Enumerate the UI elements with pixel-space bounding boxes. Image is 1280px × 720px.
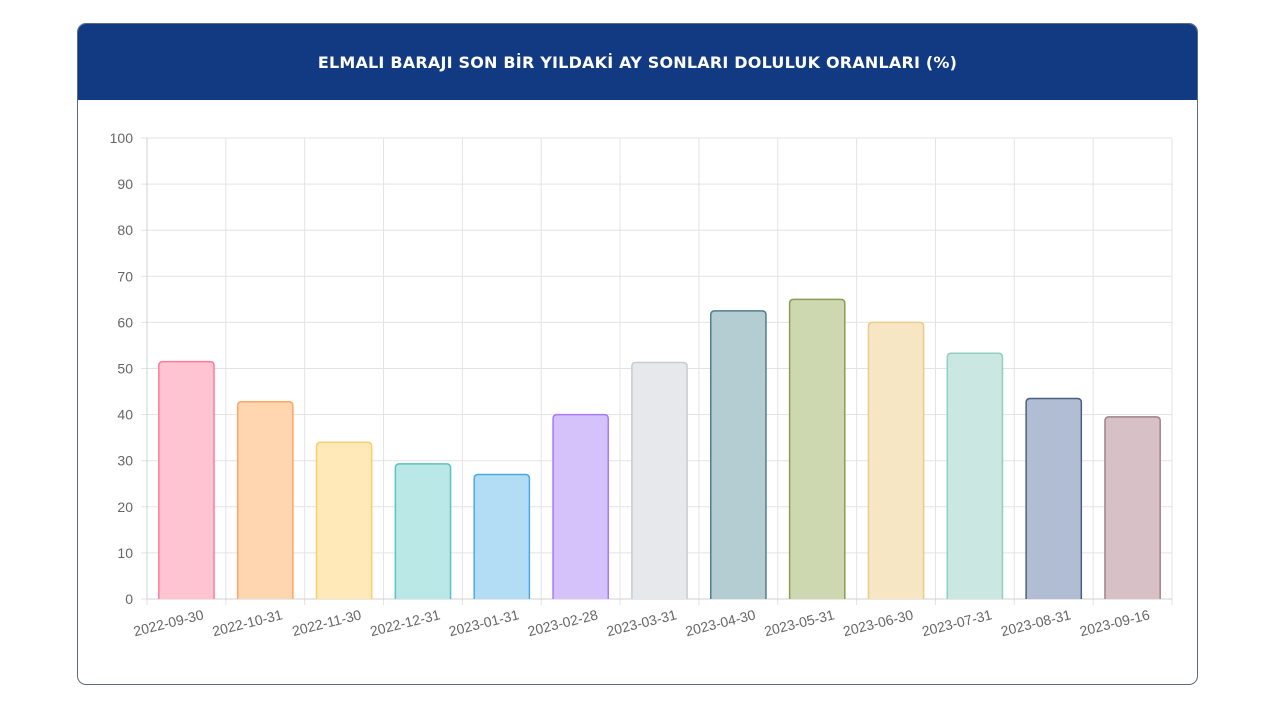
- y-tick-label: 20: [117, 499, 133, 515]
- y-tick-label: 100: [110, 130, 134, 146]
- bar-2023-03-31: [631, 361, 688, 599]
- x-tick-label: 2023-07-31: [920, 606, 994, 639]
- y-tick-label: 60: [117, 314, 133, 330]
- y-tick-label: 10: [117, 545, 133, 561]
- bar-2023-09-16: [1104, 416, 1161, 599]
- y-tick-label: 80: [117, 222, 133, 238]
- bar-2022-09-30: [158, 360, 215, 599]
- bar-2022-11-30: [315, 441, 373, 599]
- y-tick-label: 40: [117, 407, 133, 423]
- bar-2023-04-30: [710, 310, 767, 599]
- x-tick-label: 2023-09-16: [1078, 606, 1152, 639]
- bar-2023-07-31: [946, 352, 1004, 599]
- bar-2022-12-31: [394, 463, 452, 599]
- y-tick-label: 70: [117, 268, 133, 284]
- x-tick-label: 2023-06-30: [841, 606, 915, 639]
- y-tick-label: 30: [117, 453, 133, 469]
- chart-header: ELMALI BARAJI SON BİR YILDAKİ AY SONLARI…: [78, 24, 1197, 100]
- bar-2023-01-31: [473, 473, 531, 599]
- chart-title: ELMALI BARAJI SON BİR YILDAKİ AY SONLARI…: [317, 52, 958, 72]
- x-tick-label: 2023-08-31: [999, 606, 1073, 639]
- bar-2023-02-28: [552, 413, 609, 599]
- x-tick-label: 2022-09-30: [132, 606, 206, 639]
- x-tick-label: 2022-12-31: [368, 606, 442, 639]
- x-tick-label: 2023-01-31: [447, 606, 521, 639]
- y-tick-label: 90: [117, 176, 133, 192]
- bar-2023-08-31: [1025, 397, 1083, 599]
- bar-2023-05-31: [788, 298, 846, 599]
- x-tick-label: 2023-02-28: [526, 606, 600, 639]
- x-tick-label: 2023-05-31: [763, 606, 837, 639]
- x-tick-label: 2023-04-30: [684, 606, 758, 639]
- x-tick-label: 2023-03-31: [605, 606, 679, 639]
- y-tick-label: 0: [125, 591, 133, 607]
- x-tick-label: 2022-10-31: [211, 606, 285, 639]
- y-tick-label: 50: [117, 361, 133, 377]
- x-tick-label: 2022-11-30: [290, 606, 363, 639]
- bar-2022-10-31: [236, 400, 294, 599]
- bar-2023-06-30: [867, 321, 925, 599]
